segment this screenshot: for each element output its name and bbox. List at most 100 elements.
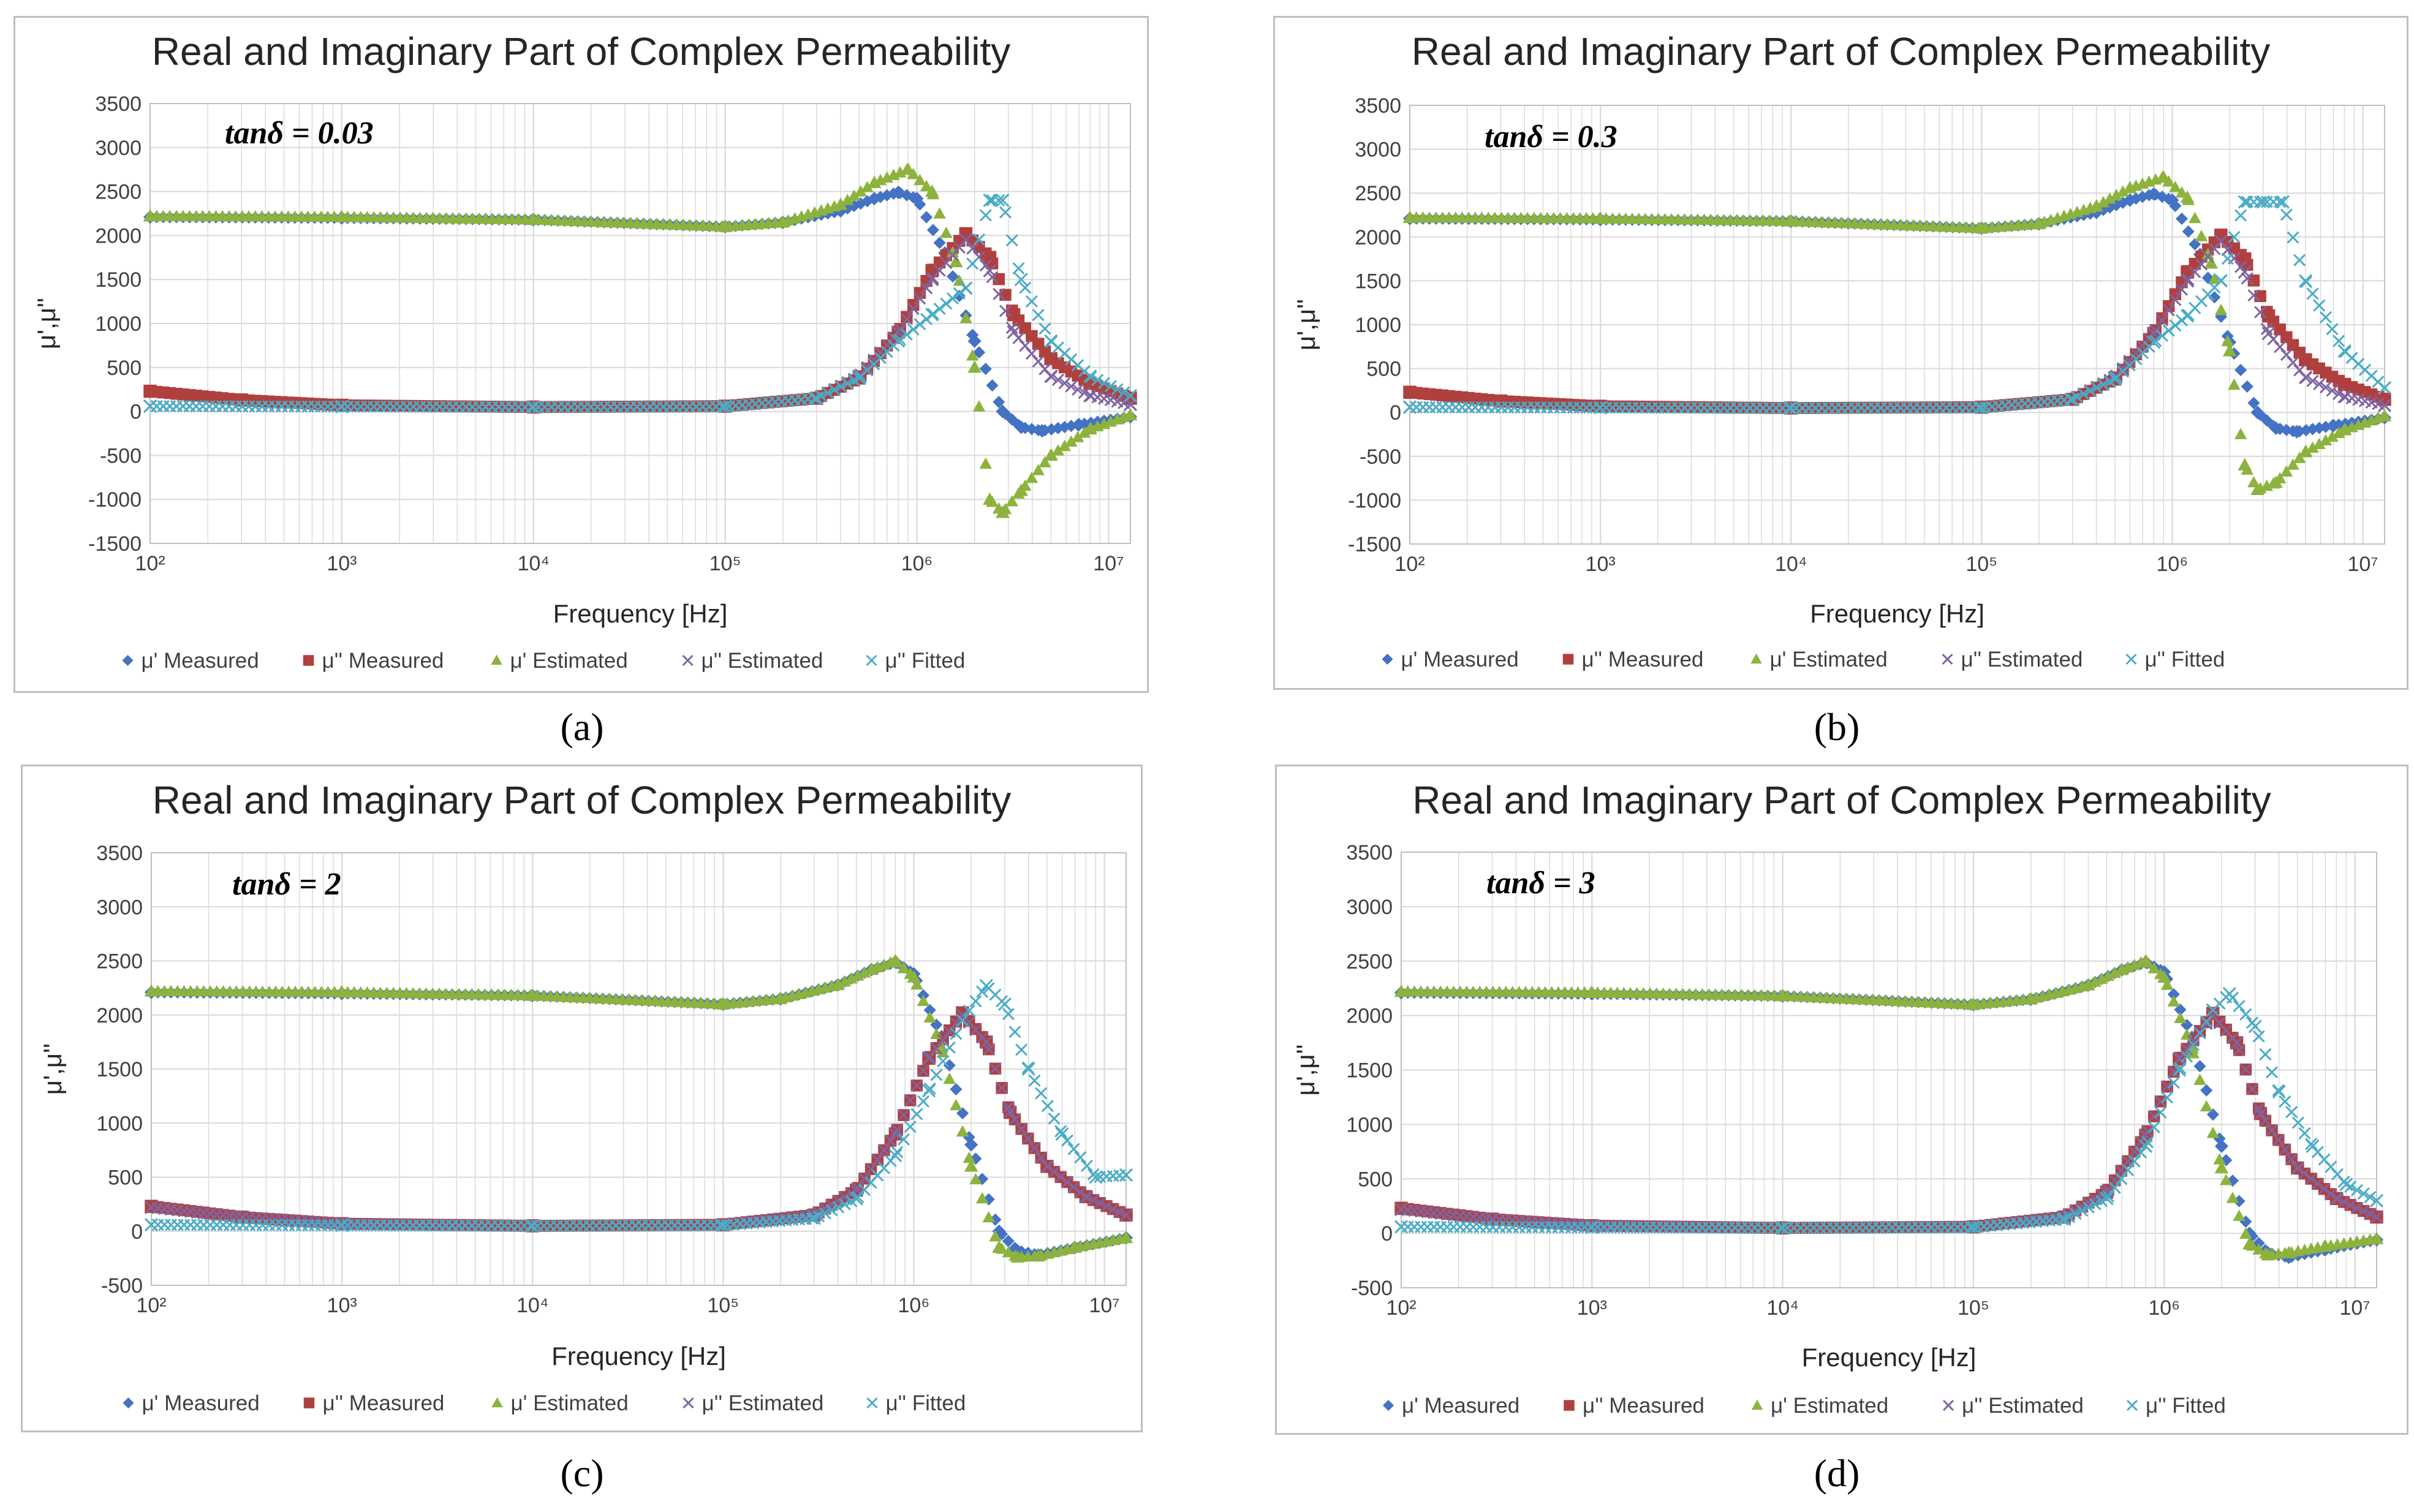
series-mu-im-fitted (1394, 987, 2384, 1235)
data-point (1585, 1220, 1599, 1234)
y-tick-label: 500 (108, 1166, 143, 1190)
data-point (1123, 407, 1138, 421)
data-point (1119, 1230, 1133, 1244)
x-tick-label: 10⁷ (1089, 1294, 1119, 1317)
tan-delta-annotation: tanδ = 3 (1486, 866, 1595, 901)
data-point (144, 984, 159, 997)
data-point (335, 985, 349, 998)
data-point (964, 1159, 978, 1172)
data-point (2100, 1185, 2114, 1199)
data-point (910, 192, 924, 206)
x-tick-label: 10⁴ (1766, 1296, 1798, 1320)
y-axis-label: μ',μ'' (32, 298, 61, 349)
x-tick-label: 10² (1394, 553, 1425, 576)
panel-c-label: (c) (560, 1451, 604, 1495)
tan-delta-annotation: tanδ = 0.03 (225, 116, 374, 151)
data-point (1068, 1240, 1082, 1253)
data-point (979, 1035, 993, 1049)
x-tick-label: 10⁴ (516, 1294, 548, 1317)
chart-panel-a: Real and Imaginary Part of Complex Perme… (32, 29, 1138, 673)
tan-delta-annotation: tanδ = 2 (232, 867, 341, 902)
legend: μ' Measured μ'' Measured μ' Estimated μ'' E… (1382, 648, 2225, 671)
data-point (2306, 1139, 2320, 1153)
x-axis-label: Frequency [Hz] (551, 1342, 726, 1370)
data-point (1402, 400, 1417, 414)
data-point (2298, 445, 2313, 458)
x-tick-label: 10⁵ (709, 552, 741, 575)
data-point (143, 384, 157, 398)
series-mu-im-fitted (143, 193, 1138, 414)
data-point (1040, 1159, 1054, 1173)
data-point (2147, 187, 2161, 201)
data-point (1083, 388, 1097, 403)
panel-b-frame (1273, 16, 2408, 690)
y-tick-label: 2000 (1346, 1005, 1393, 1028)
data-point (1010, 1250, 1024, 1263)
series-mu-im-fitted (144, 979, 1133, 1233)
data-point (925, 308, 939, 322)
y-tick-label: -1000 (1348, 489, 1401, 512)
data-point (2248, 1019, 2262, 1034)
data-point (1014, 483, 1028, 496)
data-point (1007, 325, 1021, 339)
panel-d-frame (1275, 765, 2408, 1435)
y-tick-label: -1500 (88, 532, 142, 556)
y-tick-label: 3000 (1355, 138, 1401, 162)
chart-title: Real and Imaginary Part of Complex Perme… (152, 29, 1011, 74)
data-point (888, 953, 902, 967)
data-point (2214, 234, 2228, 249)
plot-area (151, 852, 1127, 1286)
data-point (907, 970, 921, 983)
data-point (2256, 195, 2270, 209)
data-point (2123, 193, 2137, 207)
data-point (2081, 978, 2095, 991)
data-point (1123, 388, 1138, 403)
data-point (2337, 390, 2352, 404)
data-point (2298, 274, 2312, 288)
data-point (983, 193, 997, 208)
x-tick-label: 10⁵ (1958, 1296, 1989, 1320)
data-point (1784, 401, 1798, 415)
data-point (2222, 344, 2237, 357)
data-point (2230, 1036, 2244, 1050)
data-point (967, 334, 982, 348)
data-point (2204, 256, 2219, 269)
legend-label-mu-im-estimated: μ'' Estimated (1961, 648, 2083, 671)
y-axis-label: μ',μ'' (38, 1043, 67, 1095)
data-point (849, 1192, 863, 1206)
legend-marker-mu-re-estimated (1751, 1399, 1763, 1410)
legend-label-mu-re-measured: μ' Measured (142, 649, 259, 673)
data-point (144, 1200, 159, 1214)
data-point (2377, 409, 2392, 421)
chart-panel-c: Real and Imaginary Part of Complex Perme… (38, 778, 1133, 1415)
data-point (526, 1219, 540, 1233)
data-point (2156, 170, 2171, 183)
legend: μ' Measured μ'' Measured μ' Estimated μ'' E… (123, 1391, 966, 1415)
data-point (2157, 970, 2171, 983)
chart-panel-b: Real and Imaginary Part of Complex Perme… (1292, 29, 2392, 671)
legend-marker-mu-im-estimated (683, 1397, 694, 1409)
x-axis-label: Frequency [Hz] (1810, 599, 1985, 628)
legend-label-mu-im-fitted: μ'' Fitted (885, 649, 966, 673)
legend-marker-mu-im-fitted (2126, 1399, 2138, 1412)
data-point (809, 391, 823, 406)
data-point (2269, 475, 2283, 488)
data-point (2369, 1193, 2384, 1208)
data-point (2261, 327, 2276, 341)
data-point (865, 962, 879, 975)
legend-label-mu-im-fitted: μ'' Fitted (886, 1391, 966, 1415)
panel-a-label: (a) (560, 705, 604, 749)
data-point (2100, 1192, 2114, 1206)
data-point (1014, 420, 1028, 434)
data-point (2299, 353, 2312, 367)
data-point (1079, 1190, 1093, 1204)
y-tick-label: -500 (1360, 445, 1401, 469)
data-point (144, 1218, 159, 1232)
data-point (2282, 1246, 2296, 1258)
legend: μ' Measured μ'' Measured μ' Estimated μ'' E… (122, 649, 966, 673)
panel-c-frame (21, 765, 1143, 1432)
data-point (1003, 1105, 1017, 1119)
data-point (959, 233, 973, 247)
legend-label-mu-re-estimated: μ' Estimated (511, 1391, 629, 1415)
data-point (2238, 252, 2252, 266)
